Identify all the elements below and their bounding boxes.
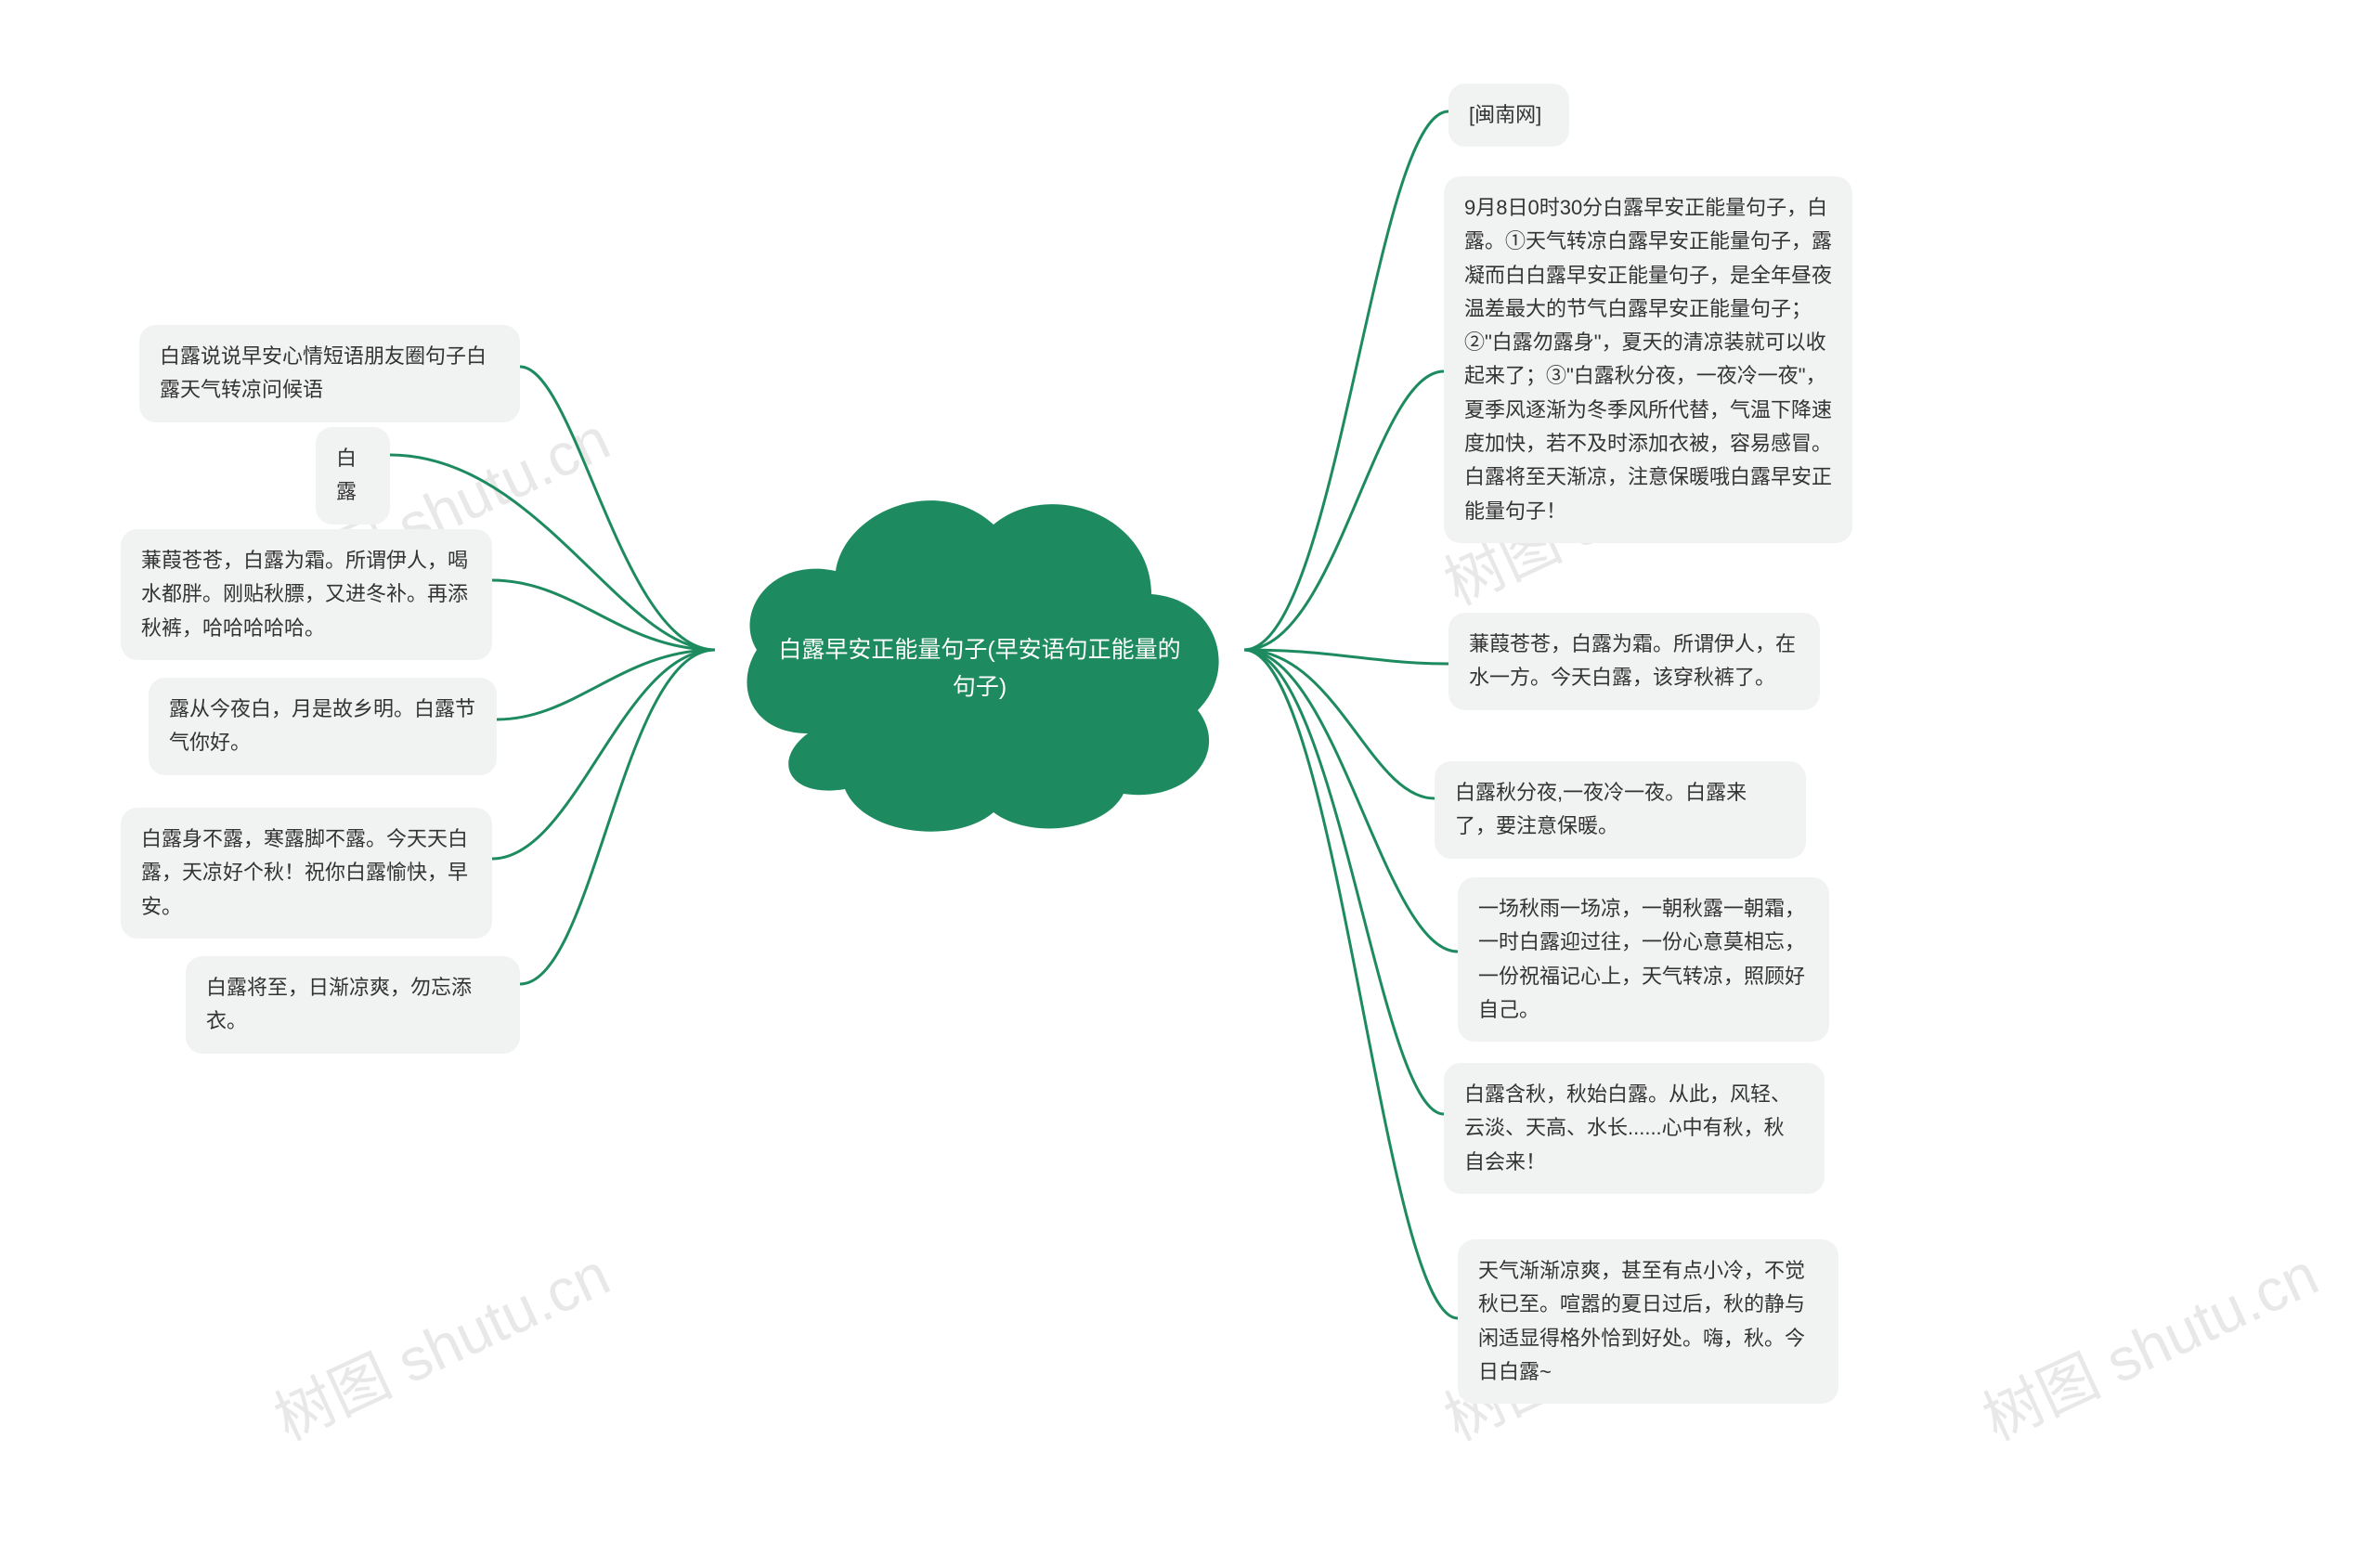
left-node: 白露 [316, 427, 390, 525]
watermark: 树图 shutu.cn [1968, 1227, 2330, 1457]
left-node: 露从今夜白，月是故乡明。白露节气你好。 [149, 678, 497, 775]
right-node: 9月8日0时30分白露早安正能量句子，白露。①天气转凉白露早安正能量句子，露凝而… [1444, 176, 1852, 543]
right-node: 一场秋雨一场凉，一朝秋露一朝霜，一时白露迎过往，一份心意莫相忘，一份祝福记心上，… [1458, 877, 1829, 1042]
right-node: 蒹葭苍苍，白露为霜。所谓伊人，在水一方。今天白露，该穿秋裤了。 [1448, 613, 1820, 710]
left-node: 白露将至，日渐凉爽，勿忘添衣。 [186, 956, 520, 1054]
right-node: 天气渐渐凉爽，甚至有点小冷，不觉秋已至。喧嚣的夏日过后，秋的静与闲适显得格外恰到… [1458, 1239, 1838, 1404]
right-node: 白露秋分夜,一夜冷一夜。白露来了，要注意保暖。 [1435, 761, 1806, 859]
center-title: 白露早安正能量句子(早安语句正能量的句子) [768, 631, 1191, 706]
left-node: 白露说说早安心情短语朋友圈句子白露天气转凉问候语 [139, 325, 520, 422]
right-node: [闽南网] [1448, 84, 1569, 147]
left-node: 白露身不露，寒露脚不露。今天天白露，天凉好个秋！祝你白露愉快，早安。 [121, 808, 492, 939]
right-node: 白露含秋，秋始白露。从此，风轻、云淡、天高、水长......心中有秋，秋自会来！ [1444, 1063, 1825, 1194]
left-node: 蒹葭苍苍，白露为霜。所谓伊人，喝水都胖。刚贴秋膘，又进冬补。再添秋裤，哈哈哈哈哈… [121, 529, 492, 660]
watermark: 树图 shutu.cn [259, 1227, 621, 1457]
center-cloud: 白露早安正能量句子(早安语句正能量的句子) [715, 464, 1244, 836]
